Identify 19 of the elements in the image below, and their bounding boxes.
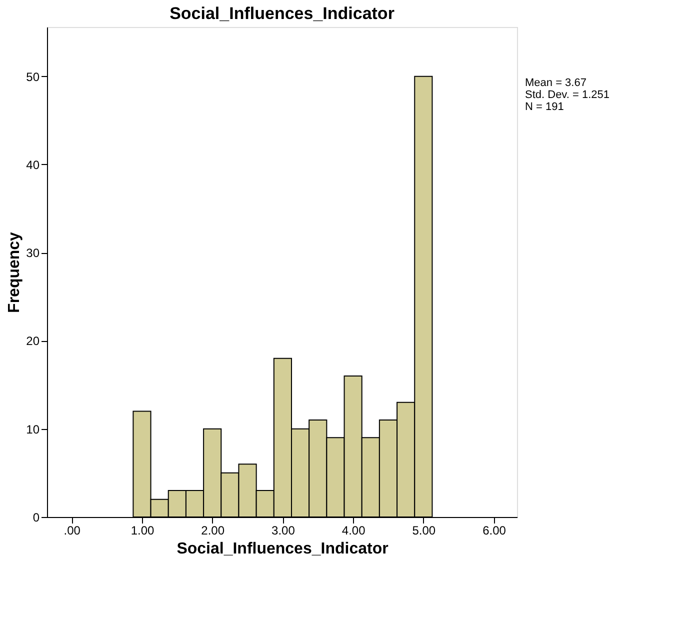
y-tick-label: 40 [26, 158, 40, 172]
x-tick-label: 6.00 [482, 524, 506, 538]
y-tick-label: 20 [26, 334, 40, 348]
x-tick-label: .00 [64, 524, 81, 538]
x-axis-title: Social_Influences_Indicator [176, 540, 388, 558]
x-tick-label: 4.00 [342, 524, 366, 538]
text: Std. Dev. = 1.251 [525, 89, 610, 101]
x-tick-label: 1.00 [130, 524, 154, 538]
y-tick-label: 0 [32, 510, 40, 524]
text: Mean = 3.67 [525, 77, 586, 89]
text: N = 191 [525, 101, 564, 113]
y-tick-label: 10 [26, 422, 40, 436]
y-tick-label: 30 [26, 246, 40, 260]
chart-title: Social_Influences_Indicator [170, 4, 395, 23]
x-tick-label: 5.00 [412, 524, 436, 538]
x-tick-label: 3.00 [272, 524, 296, 538]
y-axis-title: Frequency [6, 232, 24, 313]
y-tick-label: 50 [26, 70, 40, 84]
x-tick-label: 2.00 [201, 524, 225, 538]
